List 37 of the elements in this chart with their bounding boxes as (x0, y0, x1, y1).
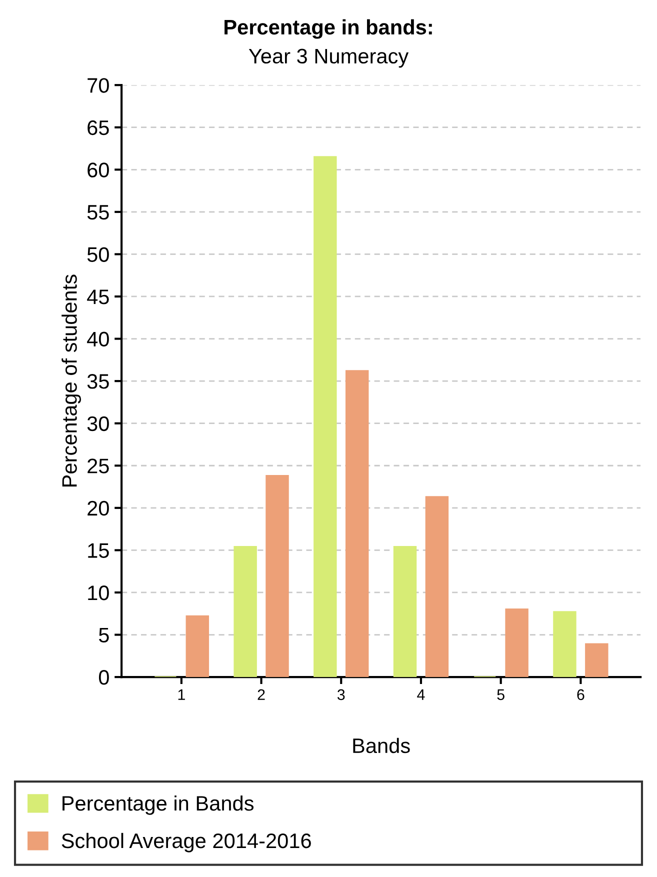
y-tick-label: 10 (88, 585, 109, 600)
bar (505, 608, 528, 678)
y-tick-label: 45 (87, 290, 109, 304)
legend-label: Percentage in Bands (62, 795, 254, 815)
chart-title: Percentage in bands: (224, 19, 432, 39)
bar (585, 643, 608, 678)
y-axis-title: Percentage of students (62, 274, 82, 486)
bar (345, 370, 369, 678)
x-tick-label: 1 (178, 689, 185, 700)
bar (393, 546, 417, 678)
y-tick-label: 15 (88, 543, 109, 558)
bar (425, 496, 449, 678)
y-tick-label: 55 (87, 205, 109, 220)
y-tick-label: 40 (87, 332, 109, 347)
bar (234, 546, 257, 678)
x-tick-label: 2 (258, 689, 265, 700)
y-tick-label: 50 (87, 247, 109, 262)
y-tick-label: 30 (87, 416, 109, 432)
x-axis-title: Bands (353, 738, 410, 754)
y-tick-label: 60 (88, 162, 109, 178)
bar (186, 615, 210, 678)
bar (553, 611, 576, 678)
x-tick-label: 6 (577, 689, 584, 700)
legend-label: School Average 2014-2016 (62, 832, 311, 852)
y-tick-label: 5 (98, 628, 109, 643)
x-tick-label: 4 (417, 689, 425, 700)
chart-subtitle: Year 3 Numeracy (248, 48, 409, 68)
x-tick-label: 3 (337, 689, 345, 700)
y-tick-label: 35 (87, 374, 109, 389)
y-tick-label: 70 (88, 78, 109, 93)
bar (266, 474, 289, 678)
x-tick-label: 5 (497, 689, 504, 700)
y-tick-label: 0 (98, 670, 109, 685)
y-tick-label: 65 (88, 120, 109, 136)
y-tick-label: 25 (88, 458, 109, 474)
bar (314, 156, 337, 678)
y-tick-label: 20 (88, 500, 109, 516)
